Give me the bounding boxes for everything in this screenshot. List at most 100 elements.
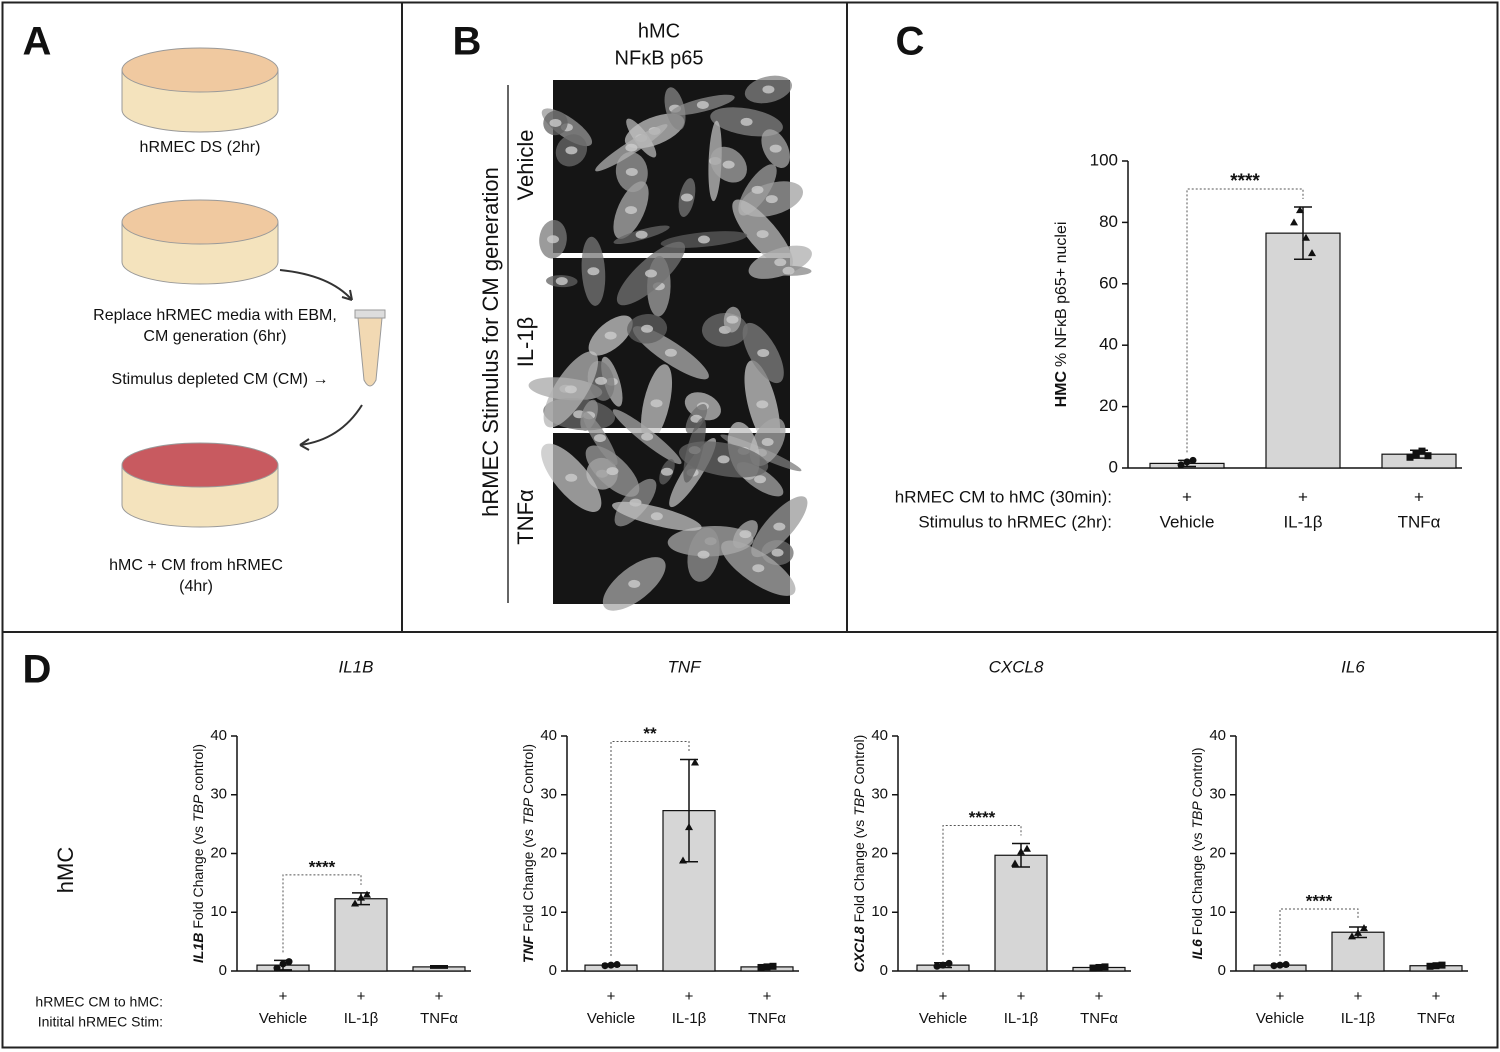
nucleus [650,399,663,408]
significance-bracket [610,741,690,956]
y-tick-label: 30 [871,786,888,803]
dish [121,442,279,528]
nucleus [757,348,770,357]
nucleus [564,385,577,394]
y-axis-label: TNF Fold Change (vs TBP Control) [520,744,536,963]
data-point [691,758,699,766]
dish [121,199,279,285]
significance-label: ** [643,724,657,743]
step-text: hRMEC DS (2hr) [140,139,261,156]
data-point [1290,218,1298,226]
y-tick-label: 0 [880,962,888,979]
data-point [1011,859,1019,867]
step-text: hMC + CM from hRMEC [109,557,283,574]
error-bar [1012,842,1030,868]
data-point [279,960,287,968]
y-tick-label: 0 [1109,457,1118,476]
chart-title: IL6 [1341,657,1365,676]
x-tick-label: TNFα [748,1010,786,1027]
label-part: Control) [520,744,536,794]
y-tick-label: 20 [1099,396,1118,415]
nucleus [762,85,775,94]
nucleus [641,432,654,441]
significance-label: **** [1306,891,1333,910]
x-tick-label: Vehicle [919,1010,967,1027]
treatment-mark: + [1095,988,1104,1005]
label-part: TBP [1189,801,1205,829]
row-header: Stimulus to hRMEC (2hr): [918,512,1112,531]
treatment-mark: + [607,988,616,1005]
y-tick-label: 40 [871,727,888,744]
nucleus [752,564,765,573]
row-label: TNFα [513,489,538,545]
nucleus [641,324,654,333]
y-axis-label: HMC % NFκB p65+ nuclei [1053,222,1070,408]
panel-label: C [896,20,925,64]
step-text: Stimulus depleted CM (CM) → [112,371,329,388]
data-point [601,962,609,970]
chart-title: CXCL8 [989,657,1044,676]
step-text: (4hr) [179,578,213,595]
data-point [613,961,621,969]
nucleus [604,331,617,340]
data-point [1183,458,1191,466]
x-tick-label: Vehicle [587,1010,635,1027]
data-point [763,963,771,971]
label-part: Fold Change (vs [520,829,536,932]
y-tick-label: 80 [1099,212,1118,231]
micrographs [528,75,812,611]
x-tick-label: Vehicle [1160,512,1215,531]
data-point [1023,844,1031,852]
treatment-mark: + [357,988,366,1005]
x-tick-label: IL-1β [1004,1010,1039,1027]
nucleus [771,548,784,557]
x-tick-label: IL-1β [1341,1010,1376,1027]
y-tick-label: 20 [210,844,227,861]
nucleus [595,376,608,385]
significance-bracket [1186,188,1304,453]
nucleus [774,258,787,267]
row-header: hRMEC CM to hMC: [35,994,163,1010]
nucleus [650,512,663,521]
nucleus [751,185,764,194]
label-part: TBP [520,797,536,825]
nucleus [593,434,606,443]
treatment-mark: + [939,988,948,1005]
x-tick-label: TNFα [1398,512,1441,531]
y-tick-label: 10 [1209,903,1226,920]
label-part: TNF [520,935,536,963]
y-tick-label: 100 [1090,150,1118,169]
arrow [299,438,310,451]
data-point [1354,928,1362,936]
data-point [1438,961,1446,969]
x-tick-label: TNFα [420,1010,458,1027]
nucleus [696,100,709,109]
data-point [945,959,953,967]
treatment-mark: + [1414,487,1424,506]
step-text: CM generation (6hr) [143,328,286,345]
nucleus [549,118,562,127]
data-point [1302,233,1310,241]
significance-bracket [282,874,362,953]
nucleus [606,467,619,476]
dish [121,47,279,133]
bar [994,854,1048,972]
x-tick-label: IL-1β [344,1010,379,1027]
data-point [1017,847,1025,855]
nucleus [565,146,578,155]
nucleus [625,206,638,215]
significance-label: **** [309,857,336,876]
data-point [933,962,941,970]
nucleus [635,230,648,239]
side-label: hRMEC Stimulus for CM generation [478,167,503,517]
y-tick-label: 30 [1209,786,1226,803]
x-tick-label: Vehicle [1256,1010,1304,1027]
data-point [1089,964,1097,972]
nucleus [697,550,710,559]
data-point [939,961,947,969]
row-header: Initital hRMEC Stim: [38,1014,163,1030]
panel-label: D [23,648,52,692]
nucleus [660,467,673,476]
